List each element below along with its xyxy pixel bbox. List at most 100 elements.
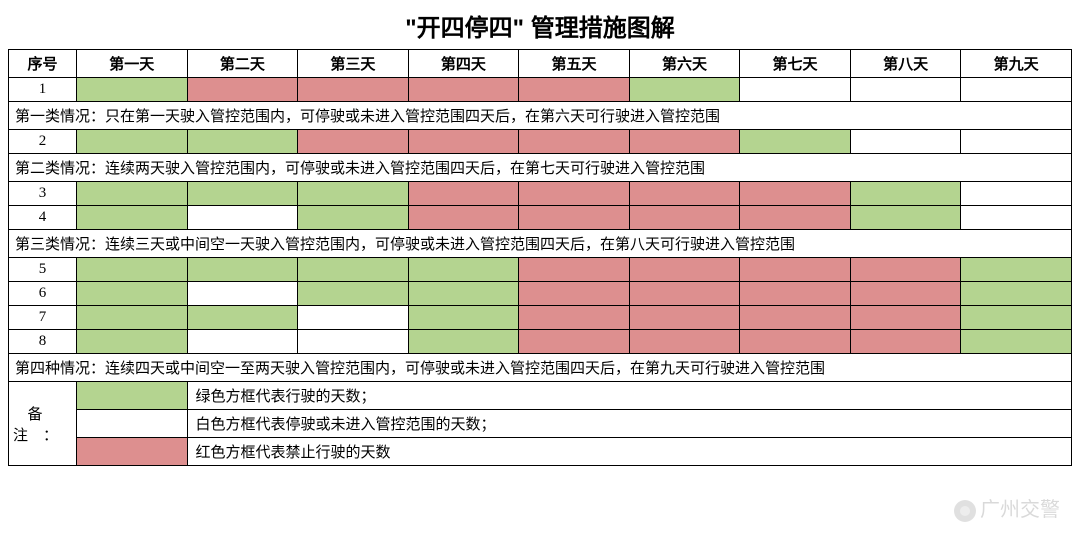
- day-cell: [850, 282, 961, 306]
- day-cell: [629, 78, 740, 102]
- header-seq: 序号: [9, 50, 77, 78]
- description-text: 第二类情况：连续两天驶入管控范围内，可停驶或未进入管控范围四天后，在第七天可行驶…: [9, 154, 1072, 182]
- table-row: 6: [9, 282, 1072, 306]
- header-day-1: 第一天: [77, 50, 188, 78]
- header-day-9: 第九天: [961, 50, 1072, 78]
- day-cell: [519, 182, 630, 206]
- day-cell: [187, 330, 298, 354]
- day-cell: [77, 206, 188, 230]
- legend-label: 备注：: [9, 382, 77, 466]
- day-cell: [408, 182, 519, 206]
- legend-text: 白色方框代表停驶或未进入管控范围的天数；: [187, 410, 1071, 438]
- watermark-text: 广州交警: [980, 499, 1060, 521]
- legend-row: 备注：绿色方框代表行驶的天数；: [9, 382, 1072, 410]
- day-cell: [740, 282, 851, 306]
- day-cell: [961, 78, 1072, 102]
- day-cell: [298, 206, 409, 230]
- header-row: 序号 第一天 第二天 第三天 第四天 第五天 第六天 第七天 第八天 第九天: [9, 50, 1072, 78]
- day-cell: [629, 282, 740, 306]
- seq-cell: 5: [9, 258, 77, 282]
- description-text: 第一类情况：只在第一天驶入管控范围内，可停驶或未进入管控范围四天后，在第六天可行…: [9, 102, 1072, 130]
- header-day-5: 第五天: [519, 50, 630, 78]
- day-cell: [187, 78, 298, 102]
- page-title: "开四停四" 管理措施图解: [8, 8, 1072, 43]
- day-cell: [519, 78, 630, 102]
- day-cell: [298, 182, 409, 206]
- schedule-table: 序号 第一天 第二天 第三天 第四天 第五天 第六天 第七天 第八天 第九天 1…: [8, 49, 1072, 466]
- table-row: 3: [9, 182, 1072, 206]
- day-cell: [519, 130, 630, 154]
- seq-cell: 8: [9, 330, 77, 354]
- day-cell: [740, 306, 851, 330]
- day-cell: [629, 330, 740, 354]
- day-cell: [629, 306, 740, 330]
- header-day-6: 第六天: [629, 50, 740, 78]
- day-cell: [298, 306, 409, 330]
- day-cell: [187, 282, 298, 306]
- day-cell: [850, 330, 961, 354]
- legend-swatch: [77, 438, 188, 466]
- description-row: 第二类情况：连续两天驶入管控范围内，可停驶或未进入管控范围四天后，在第七天可行驶…: [9, 154, 1072, 182]
- day-cell: [519, 258, 630, 282]
- header-day-2: 第二天: [187, 50, 298, 78]
- day-cell: [408, 258, 519, 282]
- day-cell: [961, 206, 1072, 230]
- day-cell: [298, 330, 409, 354]
- table-row: 5: [9, 258, 1072, 282]
- day-cell: [519, 330, 630, 354]
- day-cell: [77, 258, 188, 282]
- day-cell: [629, 206, 740, 230]
- day-cell: [298, 282, 409, 306]
- header-day-4: 第四天: [408, 50, 519, 78]
- description-row: 第三类情况：连续三天或中间空一天驶入管控范围内，可停驶或未进入管控范围四天后，在…: [9, 230, 1072, 258]
- day-cell: [961, 306, 1072, 330]
- legend-text: 红色方框代表禁止行驶的天数: [187, 438, 1071, 466]
- day-cell: [77, 182, 188, 206]
- legend-row: 红色方框代表禁止行驶的天数: [9, 438, 1072, 466]
- table-row: 7: [9, 306, 1072, 330]
- day-cell: [740, 78, 851, 102]
- day-cell: [77, 306, 188, 330]
- header-day-7: 第七天: [740, 50, 851, 78]
- header-day-8: 第八天: [850, 50, 961, 78]
- table-row: 4: [9, 206, 1072, 230]
- description-text: 第三类情况：连续三天或中间空一天驶入管控范围内，可停驶或未进入管控范围四天后，在…: [9, 230, 1072, 258]
- day-cell: [961, 130, 1072, 154]
- day-cell: [850, 206, 961, 230]
- table-row: 2: [9, 130, 1072, 154]
- table-row: 1: [9, 78, 1072, 102]
- day-cell: [408, 78, 519, 102]
- day-cell: [740, 130, 851, 154]
- day-cell: [850, 258, 961, 282]
- day-cell: [961, 258, 1072, 282]
- day-cell: [850, 130, 961, 154]
- day-cell: [187, 206, 298, 230]
- day-cell: [519, 206, 630, 230]
- day-cell: [408, 130, 519, 154]
- seq-cell: 7: [9, 306, 77, 330]
- day-cell: [408, 282, 519, 306]
- day-cell: [408, 306, 519, 330]
- description-row: 第一类情况：只在第一天驶入管控范围内，可停驶或未进入管控范围四天后，在第六天可行…: [9, 102, 1072, 130]
- day-cell: [961, 182, 1072, 206]
- day-cell: [77, 130, 188, 154]
- day-cell: [850, 306, 961, 330]
- day-cell: [961, 282, 1072, 306]
- legend-row: 白色方框代表停驶或未进入管控范围的天数；: [9, 410, 1072, 438]
- day-cell: [629, 182, 740, 206]
- legend-text: 绿色方框代表行驶的天数；: [187, 382, 1071, 410]
- day-cell: [850, 78, 961, 102]
- day-cell: [961, 330, 1072, 354]
- legend-swatch: [77, 410, 188, 438]
- table-row: 8: [9, 330, 1072, 354]
- day-cell: [298, 78, 409, 102]
- seq-cell: 2: [9, 130, 77, 154]
- day-cell: [77, 78, 188, 102]
- description-row: 第四种情况：连续四天或中间空一至两天驶入管控范围内，可停驶或未进入管控范围四天后…: [9, 354, 1072, 382]
- day-cell: [187, 258, 298, 282]
- day-cell: [187, 306, 298, 330]
- header-day-3: 第三天: [298, 50, 409, 78]
- day-cell: [77, 282, 188, 306]
- day-cell: [740, 258, 851, 282]
- day-cell: [850, 182, 961, 206]
